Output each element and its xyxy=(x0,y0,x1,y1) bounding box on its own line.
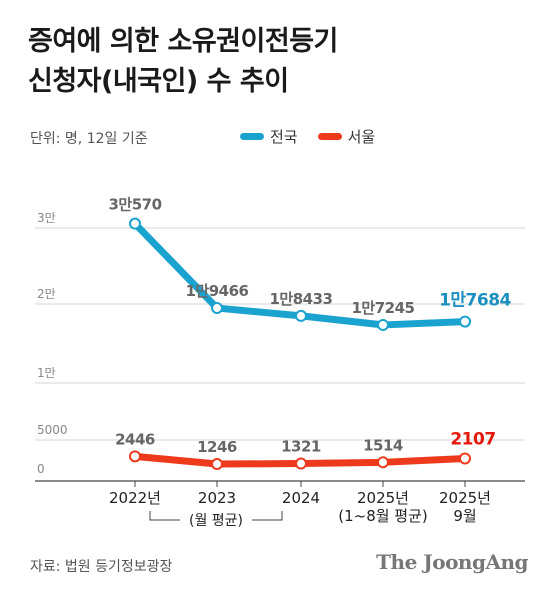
chart-title: 증여에 의한 소유권이전등기 신청자(내국인) 수 추이 xyxy=(28,22,338,102)
y-tick-label-30000: 3만 xyxy=(37,211,56,225)
x-label-4-1: 9월 xyxy=(453,507,476,525)
range-note: (월 평균) xyxy=(189,513,243,529)
data-label-0-3: 1만7245 xyxy=(352,299,415,317)
title-line-1: 증여에 의한 소유권이전등기 xyxy=(28,26,338,57)
data-point-1-0 xyxy=(129,450,141,463)
data-label-1-4: 2107 xyxy=(450,430,495,450)
data-label-1-2: 1321 xyxy=(281,438,321,456)
x-label-3-0: 2025년 xyxy=(357,489,409,507)
data-point-0-1 xyxy=(211,302,223,315)
y-tick-label-5000: 5000 xyxy=(37,423,68,437)
data-label-0-1: 1만9466 xyxy=(186,282,249,300)
x-label-1-0: 2023 xyxy=(198,489,236,507)
data-label-0-0: 3만570 xyxy=(108,196,161,214)
data-label-1-3: 1514 xyxy=(363,436,403,454)
legend-item-seoul: 서울 xyxy=(317,126,376,147)
data-point-0-2 xyxy=(295,309,307,322)
unit-note: 단위: 명, 12일 기준 xyxy=(30,131,148,147)
legend: 전국 서울 xyxy=(240,126,395,147)
x-label-2-0: 2024 xyxy=(282,489,320,507)
data-point-0-3 xyxy=(377,318,389,331)
y-tick-label-0: 0 xyxy=(37,462,45,476)
data-label-1-1: 1246 xyxy=(197,438,237,456)
series-line-0 xyxy=(131,220,469,329)
data-point-1-2 xyxy=(295,457,307,470)
y-tick-label-20000: 2만 xyxy=(37,287,56,301)
legend-label-national: 전국 xyxy=(270,128,298,146)
data-point-1-3 xyxy=(377,456,389,469)
data-point-0-4 xyxy=(459,315,471,328)
legend-swatch-seoul xyxy=(317,133,342,140)
legend-swatch-national xyxy=(240,133,264,140)
x-label-4-0: 2025년 xyxy=(439,489,491,507)
x-label-0-0: 2022년 xyxy=(109,489,161,507)
data-label-0-4: 1만7684 xyxy=(439,291,511,311)
data-point-1-4 xyxy=(459,452,471,465)
y-tick-label-10000: 1만 xyxy=(37,366,56,380)
data-label-1-0: 2446 xyxy=(115,430,155,448)
range-note-bg xyxy=(180,511,252,529)
data-point-0-0 xyxy=(129,217,141,230)
x-label-3-1: (1~8월 평균) xyxy=(338,507,428,525)
legend-label-seoul: 서울 xyxy=(347,128,376,146)
title-line-2: 신청자(내국인) 수 추이 xyxy=(28,66,289,97)
data-label-0-2: 1만8433 xyxy=(270,290,333,308)
brand-logo: The JoongAng xyxy=(376,550,528,574)
source-note: 자료: 법원 등기정보광장 xyxy=(30,559,173,575)
legend-item-national: 전국 xyxy=(240,126,298,147)
data-point-1-1 xyxy=(211,458,223,471)
